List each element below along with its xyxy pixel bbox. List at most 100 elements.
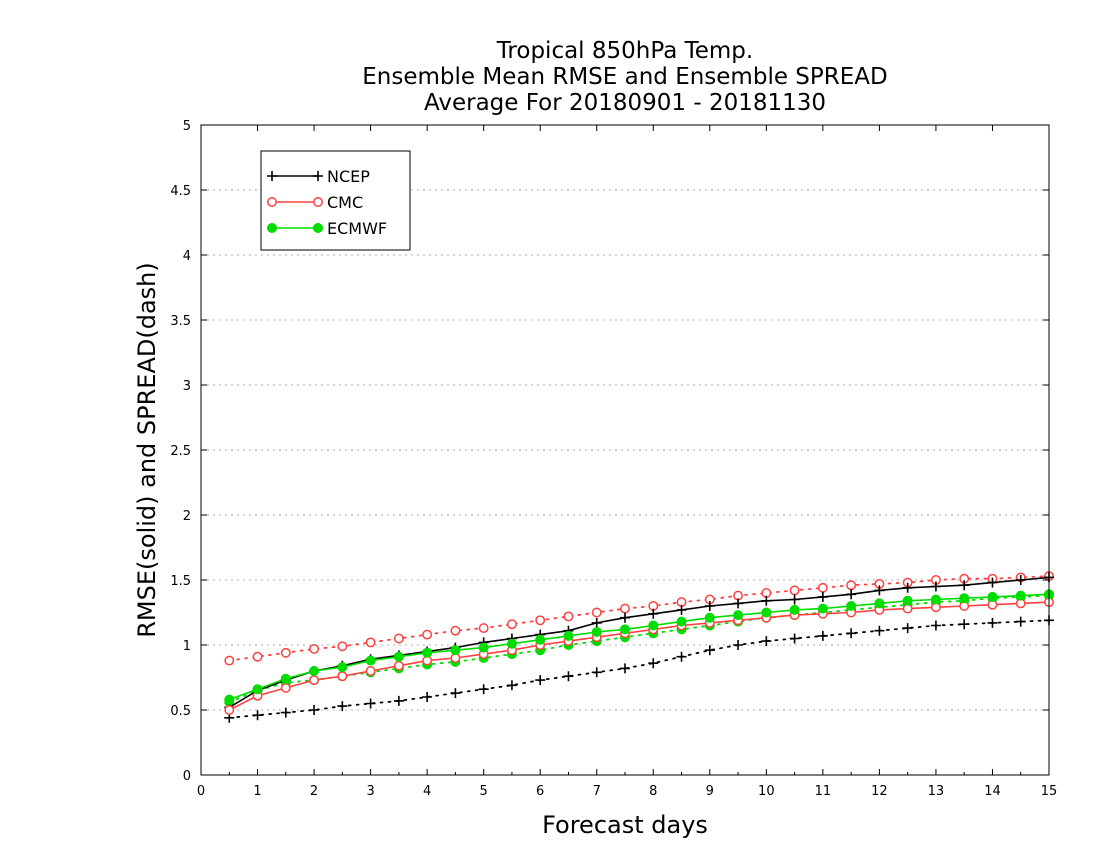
x-tick-label: 15 [1041,784,1058,799]
legend-marker-right [313,171,323,181]
spread-point-cmc [422,629,433,640]
spread-point-ncep [535,675,546,686]
x-axis-label: Forecast days [542,811,708,839]
spread-point-ncep [846,628,857,639]
rmse-point-ncep [930,581,941,592]
rmse-point-ncep [874,585,885,596]
legend-marker-right [313,197,323,207]
rmse-point-ecmwf [930,594,941,605]
spread-point-cmc [846,580,857,591]
spread-point-cmc [535,615,546,626]
spread-point-ncep [648,658,659,669]
x-tick-label: 11 [815,784,832,799]
rmse-point-cmc [337,671,348,682]
spread-point-ncep [478,684,489,695]
spread-point-ncep [506,680,517,691]
rmse-point-ncep [761,595,772,606]
spread-point-ncep [393,695,404,706]
y-tick-label: 4 [183,249,191,264]
rmse-point-ecmwf [365,655,376,666]
spread-point-cmc [506,619,517,630]
spread-point-ncep [761,636,772,647]
title-line-1: Tropical 850hPa Temp. [496,38,753,64]
rmse-point-ncep [676,604,687,615]
rmse-point-ecmwf [591,627,602,637]
legend-box [260,150,411,251]
spread-line-ecmwf [228,594,1050,704]
rmse-point-ecmwf [252,684,263,695]
legend-marker-left [267,197,277,207]
chart-title: Tropical 850hPa Temp. Ensemble Mean RMSE… [362,38,887,116]
rmse-point-ecmwf [280,673,291,684]
rmse-point-ecmwf [874,598,885,609]
rmse-point-ncep [789,594,800,605]
x-axis: 0 1 2 3 4 5 6 7 8 9 10 11 12 13 14 15 [197,125,1057,799]
spread-point-ncep [365,698,376,709]
series-cmc-spread [224,571,1054,666]
legend-item-ecmwf: ECMWF [267,219,387,238]
x-tick-label: 7 [593,784,601,799]
y-tick-label: 4.5 [170,184,191,199]
rmse-point-ncep [959,580,970,591]
spread-point-ncep [987,617,998,628]
rmse-point-ecmwf [733,610,744,621]
spread-point-ncep [563,671,574,682]
legend-label-cmc: CMC [327,193,363,212]
spread-point-ncep [337,701,348,712]
spread-point-cmc [252,651,263,662]
rmse-point-ecmwf [761,607,772,618]
x-tick-label: 3 [366,784,374,799]
rmse-point-cmc [365,666,376,676]
rmse-point-ecmwf [535,634,546,645]
spread-point-ncep [422,692,433,702]
spread-point-ncep [591,667,602,678]
spread-line-cmc [228,575,1050,662]
legend-label-ecmwf: ECMWF [327,219,387,238]
spread-point-cmc [789,585,800,596]
spread-point-cmc [591,607,602,618]
title-line-3: Average For 20180901 - 20181130 [424,90,826,116]
rmse-point-ncep [733,598,744,609]
y-tick-label: 1.5 [170,574,191,589]
spread-point-ncep [450,688,461,699]
spread-point-cmc [280,647,291,658]
spread-point-ncep [309,705,320,715]
spread-point-cmc [365,637,376,648]
x-tick-label: 4 [423,784,431,799]
rmse-point-cmc [309,675,320,686]
spread-point-cmc [620,603,630,614]
rmse-line-ecmwf [229,593,1050,701]
series-ecmwf-spread [224,590,1054,708]
y-axis: 0 0.5 1 1.5 2 2.5 3 3.5 4 4.5 5 [170,119,1049,784]
spread-point-ncep [1015,616,1026,627]
x-tick-label: 14 [984,784,1001,799]
y-tick-label: 3 [183,379,191,394]
series-ecmwf-rmse [224,589,1054,705]
x-tick-label: 13 [928,784,945,799]
rmse-point-ecmwf [902,595,913,606]
x-tick-label: 1 [253,784,261,799]
rmse-point-ncep [817,591,828,602]
rmse-point-ecmwf [987,591,998,602]
x-tick-label: 8 [649,784,657,799]
rmse-point-cmc [224,705,235,715]
rmse-point-cmc [393,660,404,671]
spread-point-cmc [450,625,461,636]
rmse-point-ecmwf [620,624,630,635]
rmse-point-ncep [620,612,630,623]
rmse-point-ecmwf [450,645,461,656]
y-tick-label: 5 [183,119,191,134]
rmse-line-ncep [228,576,1050,709]
y-tick-label: 2.5 [170,444,191,459]
y-tick-label: 0 [183,769,191,784]
spread-point-ncep [959,619,970,630]
x-tick-label: 6 [536,784,544,799]
spread-point-ncep [704,645,715,656]
rmse-point-ncep [591,617,602,628]
rmse-point-ncep [987,577,998,588]
legend-label-ncep: NCEP [327,167,370,186]
spread-point-ncep [280,707,291,718]
legend-marker-right [313,223,323,233]
rmse-point-ncep [846,589,857,600]
rmse-point-ecmwf [817,603,828,614]
